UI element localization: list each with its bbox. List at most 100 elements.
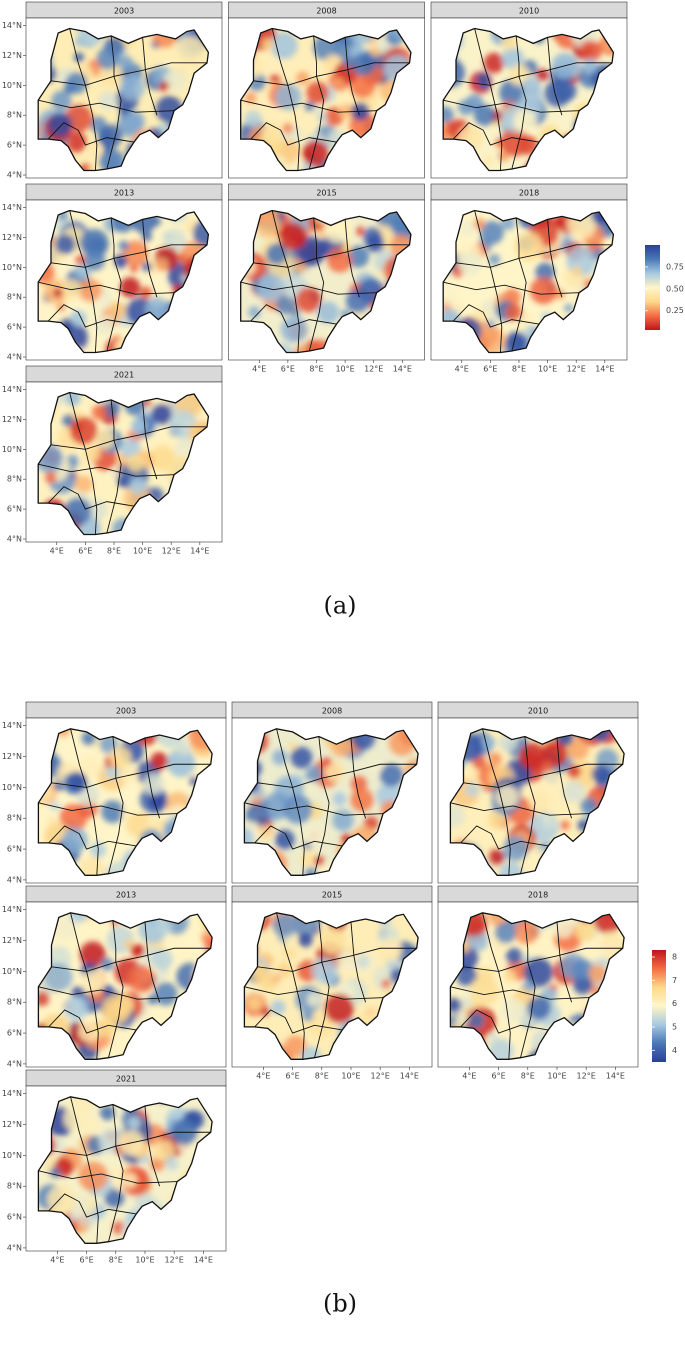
colorbar-label: 4 — [672, 1046, 677, 1055]
field-blob — [123, 110, 145, 133]
field-blob — [379, 938, 403, 962]
country-outline — [240, 27, 412, 172]
state-boundary — [547, 219, 563, 298]
field-blob — [100, 957, 114, 971]
x-tick-label: 14°E — [606, 1072, 625, 1081]
y-tick-label: 12°N — [2, 1120, 22, 1129]
colorbar-label: 0.50 — [666, 284, 684, 293]
field-blob — [455, 1012, 469, 1025]
field-blob — [98, 91, 118, 111]
facet-label: 2003 — [116, 707, 136, 716]
state-boundary — [48, 1009, 137, 1034]
state-boundary — [108, 1104, 124, 1242]
field-blob — [150, 403, 173, 425]
field-blob — [94, 314, 115, 335]
field-blob — [317, 301, 340, 324]
colorbar-label: 6 — [672, 999, 677, 1008]
state-boundary — [108, 736, 124, 874]
field-blob — [118, 240, 129, 251]
facet-label: 2010 — [519, 7, 539, 16]
field-blob — [47, 1185, 76, 1214]
x-tick-label: 6°E — [80, 1256, 94, 1265]
state-boundary — [254, 825, 343, 850]
field-blob — [541, 760, 554, 773]
field-blob — [158, 919, 173, 934]
state-boundary — [257, 763, 417, 788]
field-blob — [96, 47, 120, 70]
state-boundary — [38, 281, 175, 295]
x-tick-label: 8°E — [521, 1072, 535, 1081]
colorbar — [652, 950, 666, 1062]
field-blob — [121, 1172, 138, 1188]
figure-caption: (a) — [323, 592, 356, 620]
field-blob — [480, 220, 504, 245]
facet-label: 2018 — [528, 891, 548, 900]
state-boundary — [463, 947, 623, 972]
field-blob — [313, 855, 325, 867]
field-blob — [163, 69, 188, 93]
figure-caption: (b) — [323, 1290, 357, 1318]
field-blob — [155, 257, 169, 272]
y-tick-label: 10°N — [2, 81, 22, 90]
state-boundary — [240, 281, 377, 295]
facet-label: 2008 — [316, 7, 336, 16]
state-boundary — [50, 244, 207, 268]
field-blob — [301, 269, 312, 280]
field-blob — [307, 992, 322, 1007]
state-boundary — [344, 219, 360, 298]
y-tick-label: 10°N — [2, 263, 22, 272]
y-tick-label: 8°N — [7, 293, 22, 302]
state-boundary — [47, 304, 135, 328]
country-outline — [37, 1096, 213, 1244]
field-blob — [44, 471, 57, 484]
x-tick-label: 4°E — [256, 1072, 270, 1081]
x-tick-label: 4°E — [455, 365, 469, 374]
field-blob — [163, 228, 187, 252]
field-blob — [557, 81, 570, 94]
field-blob — [119, 277, 141, 298]
field-blob — [473, 308, 488, 323]
field-blob — [487, 810, 506, 829]
colorbar-label: 7 — [672, 976, 677, 985]
country-outline — [37, 728, 213, 876]
state-boundary — [50, 426, 207, 450]
x-tick-label: 14°E — [190, 547, 209, 556]
field-blob — [159, 81, 170, 92]
x-tick-label: 10°E — [133, 547, 152, 556]
field-blob — [306, 81, 329, 105]
x-tick-label: 10°E — [547, 1072, 566, 1081]
field-blob — [521, 77, 542, 98]
country-outline — [449, 728, 625, 876]
state-boundary — [308, 35, 325, 170]
state-boundary — [276, 912, 305, 1060]
field-blob — [129, 477, 147, 495]
country-outline — [37, 912, 213, 1060]
field-blob — [53, 288, 63, 298]
state-boundary — [47, 122, 135, 146]
field-blob — [366, 234, 385, 253]
facet-label: 2015 — [316, 189, 336, 198]
facet-label: 2010 — [528, 707, 548, 716]
x-tick-label: 8°E — [107, 547, 121, 556]
state-boundary — [69, 392, 98, 535]
field-blob — [373, 757, 384, 769]
field-blob — [302, 140, 329, 167]
field-blob — [473, 218, 485, 230]
colorbar-label: 5 — [672, 1023, 677, 1032]
y-tick-label: 8°N — [7, 814, 22, 823]
field-blob — [87, 142, 103, 158]
facet-label: 2003 — [114, 7, 134, 16]
field-blob — [568, 739, 589, 760]
facet-label: 2013 — [114, 189, 134, 198]
field-blob — [49, 800, 61, 812]
state-boundary — [520, 736, 536, 874]
y-tick-label: 4°N — [7, 1243, 22, 1252]
field-blob — [494, 922, 517, 944]
state-boundary — [38, 802, 178, 816]
field-blob — [53, 915, 79, 941]
field-blob — [109, 746, 132, 769]
country-outline — [37, 209, 210, 354]
field-blob — [500, 997, 526, 1023]
x-tick-label: 14°E — [400, 1072, 419, 1081]
colorbar-label: 0.25 — [666, 306, 684, 315]
